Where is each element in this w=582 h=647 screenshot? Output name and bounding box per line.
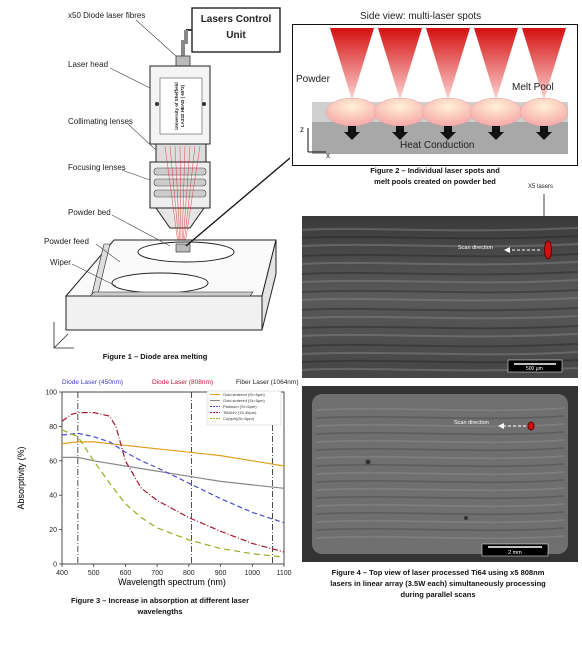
band-label-808: Diode Laser (808nm) [152,379,213,386]
multi-laser-spots-diagram [307,28,569,154]
y-tick-label: 60 [49,458,57,465]
sem-scan-tracks-2 [312,394,568,557]
collimating-label: Collimating lenses [68,117,133,126]
x-tick-label: 400 [56,570,68,577]
x-tick-label: 1000 [244,570,260,577]
heat-conduction-label: Heat Conduction [400,140,475,151]
diode-area-melting-schematic [53,7,290,349]
band-label-450: Diode Laser (450nm) [62,379,123,386]
sem-image-2: Scan direction 2 mm [302,386,578,562]
series-line-4 [61,429,285,558]
series-line-3 [61,411,285,553]
x5-lasers-label: X5 lasers [528,184,554,190]
figure-2-caption-line-2: melt pools created on powder bed [374,177,496,186]
laser-head-plate-text: University of Sheffield LA332 HEAD ( 65*… [174,82,185,130]
figure-3: Diode Laser (450nm) Diode Laser (808nm) … [0,368,300,628]
x-tick-label: 500 [88,570,100,577]
axis-z-label: z [300,125,304,134]
scan-direction-label-1: Scan direction [458,245,493,251]
x-tick-label: 600 [120,570,132,577]
figure-1-caption: Figure 1 – Diode area melting [102,352,208,361]
figure-2: Side view: multi-laser spots Powder Melt… [290,8,580,203]
figure-2-title: Side view: multi-laser spots [360,11,482,22]
powder-bed-label: Powder bed [68,208,111,217]
y-axis-label: Absorptivity (%) [16,446,26,509]
legend-box [206,390,282,426]
powder-label: Powder [296,74,330,85]
x-axis-label: Wavelength spectrum (nm) [118,577,226,587]
scale-bar-label-2: 2 mm [508,550,522,556]
x-tick-label: 900 [215,570,227,577]
figure-1: Lasers Control Unit x50 Diode laser fibr… [0,0,290,365]
y-tick-label: 80 [49,424,57,431]
series-line-0 [61,441,285,467]
legend-entry: Platinum (Sr=5μm) [223,404,257,409]
wiper-label: Wiper [50,258,71,267]
y-tick-label: 100 [45,390,57,397]
figure-4-caption-line-3: during parallel scans [400,590,476,599]
figure-2-caption-line-1: Figure 2 – Individual laser spots and [370,166,500,175]
legend-entry: Gold sintered (Sr=5μm) [223,392,265,397]
scale-bar-label-1: 500 µm [526,366,543,372]
fibres-label: x50 Diode laser fibres [68,11,146,20]
figure-3-caption-line-1: Figure 3 – Increase in absorption at dif… [71,596,249,605]
sem-scan-tracks-1 [302,227,578,373]
figure-4-caption-line-1: Figure 4 – Top view of laser processed T… [331,568,545,577]
x-tick-label: 1100 [276,570,291,577]
melt-pool-label: Melt Pool [512,82,554,93]
legend-entry: Cu(sph)(Sr=5μm) [223,416,255,421]
x-tick-label: 700 [151,570,163,577]
powder-feed-label: Powder feed [44,237,89,246]
x-tick-label: 800 [183,570,195,577]
control-unit-label: Lasers Control Unit [200,14,272,41]
series-line-1 [62,456,285,489]
legend-entry: Ti6Al4V (15-45μm) [223,410,257,415]
series-line-2 [61,432,285,524]
y-tick-label: 20 [49,527,57,534]
axis-x-label: x [326,151,330,160]
figure-3-caption-line-2: wavelengths [137,607,183,616]
figure-4: X5 lasers Scan direction [296,180,580,610]
legend-entry: Gold sintered (Sr=5μm) [223,398,265,403]
y-tick-label: 40 [49,493,57,500]
y-tick-label: 0 [53,562,57,569]
absorptivity-chart: Diode Laser (450nm) Diode Laser (808nm) … [16,379,299,587]
sem-image-1: Scan direction 500 µm [302,216,578,378]
scan-direction-label-2: Scan direction [454,420,489,426]
focusing-label: Focusing lenses [68,163,126,172]
band-label-1064: Fiber Laser (1064nm) [236,379,299,386]
laser-head-label: Laser head [68,60,109,69]
figure-4-caption-line-2: lasers in linear array (3.5W each) simul… [330,579,546,588]
